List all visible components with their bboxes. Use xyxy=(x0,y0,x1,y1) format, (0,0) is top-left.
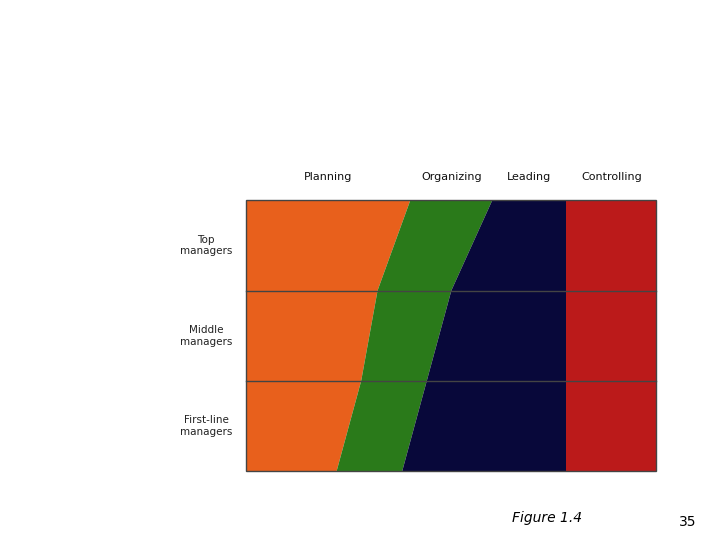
Text: Relative Amount of Time That Managers Spend on: Relative Amount of Time That Managers Sp… xyxy=(64,39,656,59)
Polygon shape xyxy=(402,200,566,471)
Text: Organizing: Organizing xyxy=(421,172,482,181)
Text: Leading: Leading xyxy=(507,172,552,181)
Text: Figure 1.4: Figure 1.4 xyxy=(512,511,582,525)
Polygon shape xyxy=(336,200,492,471)
Text: First-line
managers: First-line managers xyxy=(180,415,233,437)
Text: Top
managers: Top managers xyxy=(180,234,233,256)
Bar xyxy=(246,200,657,471)
Text: the Four Managerial Functions: the Four Managerial Functions xyxy=(180,87,540,107)
Polygon shape xyxy=(566,200,657,471)
Text: 35: 35 xyxy=(679,515,696,529)
Text: Planning: Planning xyxy=(304,172,353,181)
Polygon shape xyxy=(246,200,410,471)
Text: Controlling: Controlling xyxy=(581,172,642,181)
Text: Middle
managers: Middle managers xyxy=(180,325,233,347)
